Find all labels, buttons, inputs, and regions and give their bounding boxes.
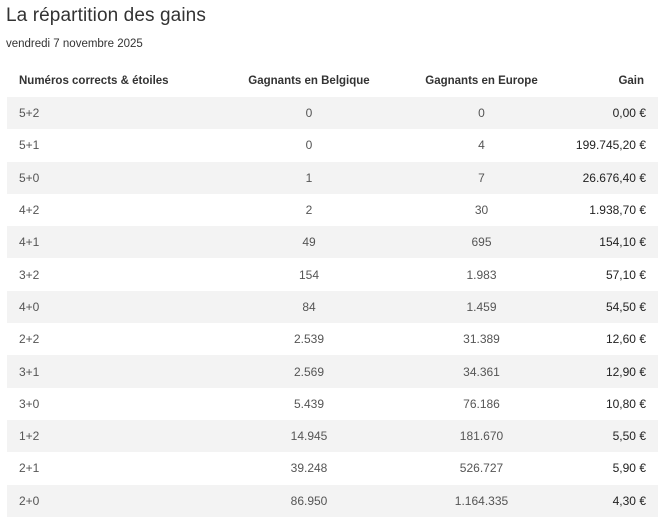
cell-gain: 5,90 € — [554, 452, 658, 485]
cell-winners-europe: 1.983 — [409, 258, 554, 291]
cell-combo: 3+2 — [7, 258, 209, 291]
cell-gain: 26.676,40 € — [554, 161, 658, 194]
cell-winners-belgium: 154 — [209, 258, 409, 291]
cell-gain: 10,80 € — [554, 387, 658, 420]
cell-winners-belgium: 0 — [209, 97, 409, 130]
cell-combo: 5+2 — [7, 97, 209, 130]
cell-winners-belgium: 2 — [209, 193, 409, 227]
cell-gain: 199.745,20 € — [554, 129, 658, 162]
table-row: 5+0 1 7 26.676,40 € — [7, 161, 658, 194]
header-winners-belgium: Gagnants en Belgique — [248, 74, 370, 87]
table-row: 3+1 2.569 34.361 12,90 € — [7, 355, 658, 388]
cell-winners-europe: 1.164.335 — [409, 484, 554, 517]
table-row: 5+1 0 4 199.745,20 € — [7, 129, 658, 162]
table-row: 2+2 2.539 31.389 12,60 € — [7, 323, 658, 356]
table-row: 3+0 5.439 76.186 10,80 € — [7, 387, 658, 420]
table-row: 2+1 39.248 526.727 5,90 € — [7, 452, 658, 485]
cell-gain: 154,10 € — [554, 226, 658, 259]
table-row: 4+0 84 1.459 54,50 € — [7, 290, 658, 324]
cell-combo: 3+0 — [7, 387, 209, 420]
cell-combo: 5+0 — [7, 161, 209, 194]
header-winners-europe: Gagnants en Europe — [425, 74, 538, 87]
cell-winners-belgium: 2.569 — [209, 355, 409, 388]
cell-winners-europe: 7 — [409, 161, 554, 194]
cell-gain: 54,50 € — [554, 290, 658, 324]
table-row: 1+2 14.945 181.670 5,50 € — [7, 419, 658, 453]
cell-combo: 1+2 — [7, 419, 209, 453]
draw-date: vendredi 7 novembre 2025 — [6, 38, 143, 50]
cell-gain: 12,60 € — [554, 323, 658, 356]
cell-combo: 5+1 — [7, 129, 209, 162]
cell-gain: 12,90 € — [554, 355, 658, 388]
cell-gain: 0,00 € — [554, 97, 658, 130]
cell-combo: 3+1 — [7, 355, 209, 388]
cell-combo: 4+1 — [7, 226, 209, 259]
cell-winners-belgium: 2.539 — [209, 323, 409, 356]
cell-winners-belgium: 39.248 — [209, 452, 409, 485]
table-row: 2+0 86.950 1.164.335 4,30 € — [7, 484, 658, 517]
cell-winners-europe: 31.389 — [409, 323, 554, 356]
cell-winners-europe: 4 — [409, 129, 554, 162]
cell-gain: 57,10 € — [554, 258, 658, 291]
cell-winners-europe: 181.670 — [409, 419, 554, 453]
table-row: 5+2 0 0 0,00 € — [7, 97, 658, 130]
cell-combo: 4+0 — [7, 290, 209, 324]
table-body: 5+2 0 0 0,00 €5+1 0 4 199.745,20 €5+0 1 7 26.676,… — [7, 97, 658, 517]
cell-winners-europe: 34.361 — [409, 355, 554, 388]
cell-winners-belgium: 84 — [209, 290, 409, 324]
table-row: 3+2 154 1.983 57,10 € — [7, 258, 658, 291]
header-gain: Gain — [618, 74, 644, 87]
header-combo: Numéros corrects & étoiles — [19, 74, 169, 87]
cell-winners-europe: 76.186 — [409, 387, 554, 420]
cell-winners-belgium: 5.439 — [209, 387, 409, 420]
cell-gain: 1.938,70 € — [554, 193, 658, 227]
cell-winners-europe: 526.727 — [409, 452, 554, 485]
cell-combo: 4+2 — [7, 193, 209, 227]
cell-gain: 5,50 € — [554, 419, 658, 453]
cell-winners-europe: 30 — [409, 193, 554, 227]
table-row: 4+1 49 695 154,10 € — [7, 226, 658, 259]
cell-winners-europe: 1.459 — [409, 290, 554, 324]
prize-breakdown-table: Numéros corrects & étoiles Gagnants en B… — [7, 64, 658, 517]
cell-winners-europe: 0 — [409, 97, 554, 130]
cell-combo: 2+0 — [7, 484, 209, 517]
header-row: Numéros corrects & étoiles Gagnants en B… — [7, 64, 658, 97]
cell-gain: 4,30 € — [554, 484, 658, 517]
table-header: Numéros corrects & étoiles Gagnants en B… — [7, 64, 658, 97]
cell-winners-belgium: 1 — [209, 161, 409, 194]
cell-winners-belgium: 86.950 — [209, 484, 409, 517]
cell-combo: 2+2 — [7, 323, 209, 356]
cell-winners-belgium: 49 — [209, 226, 409, 259]
page-title: La répartition des gains — [6, 5, 206, 26]
table-row: 4+2 2 30 1.938,70 € — [7, 193, 658, 227]
cell-winners-europe: 695 — [409, 226, 554, 259]
cell-winners-belgium: 14.945 — [209, 419, 409, 453]
cell-combo: 2+1 — [7, 452, 209, 485]
cell-winners-belgium: 0 — [209, 129, 409, 162]
